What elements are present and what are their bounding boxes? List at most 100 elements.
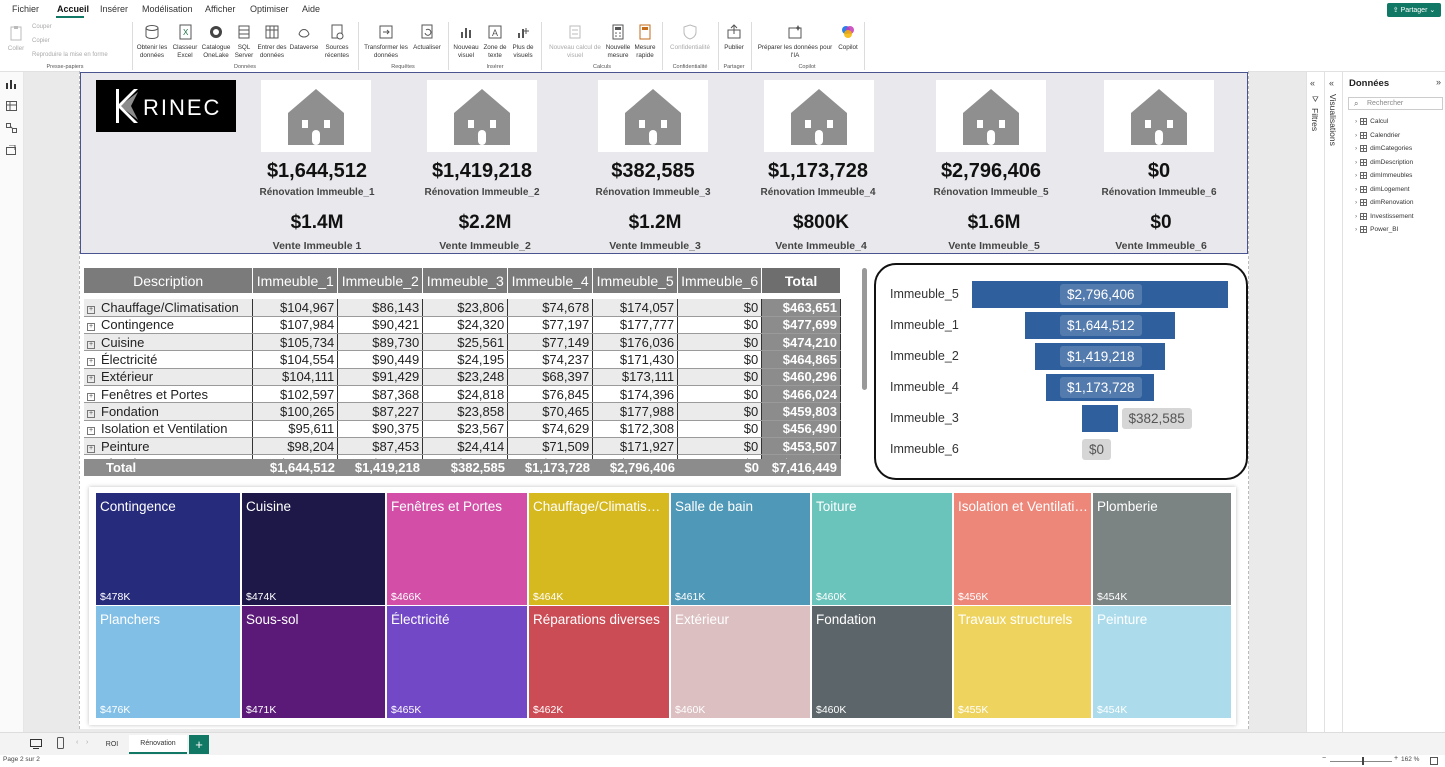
menu-aide[interactable]: Aide — [302, 4, 321, 14]
expand-row-icon[interactable]: + — [87, 444, 95, 453]
treemap-tile[interactable]: Fondation $460K — [812, 606, 952, 718]
new-visual-button[interactable]: Nouveau visuel — [451, 24, 481, 60]
menu-accueil[interactable]: Accueil — [57, 4, 90, 14]
report-view-icon[interactable] — [6, 79, 17, 89]
treemap-tile[interactable]: Électricité $465K — [387, 606, 527, 718]
menu-fichier[interactable]: Fichier — [12, 4, 40, 14]
treemap-tile[interactable]: Isolation et Ventilation $456K — [954, 493, 1091, 605]
scroll-left-icon[interactable]: ‹ — [76, 739, 79, 746]
expand-chevron-icon[interactable]: › — [1355, 199, 1358, 206]
cut-button[interactable]: Couper — [32, 24, 52, 30]
refresh-button[interactable]: Actualiser — [410, 24, 444, 52]
data-table-item[interactable]: › Calendrier — [1355, 131, 1400, 139]
treemap-tile[interactable]: Contingence $478K — [96, 493, 240, 605]
expand-row-icon[interactable]: + — [87, 323, 95, 332]
copy-button[interactable]: Copier — [32, 38, 50, 44]
matrix-scrollbar[interactable] — [862, 268, 867, 390]
treemap-tile[interactable]: Peinture $454K — [1093, 606, 1231, 718]
data-table-item[interactable]: › dimRenovation — [1355, 199, 1414, 206]
new-measure-button[interactable]: Nouvelle mesure — [603, 24, 633, 60]
funnel-bar[interactable] — [1082, 405, 1118, 432]
data-pane[interactable]: Données » ⌕ Rechercher › Calcul › Calendrie… — [1342, 72, 1445, 732]
expand-chevron-icon[interactable]: › — [1355, 172, 1358, 179]
menu-inserer[interactable]: Insérer — [100, 4, 129, 14]
table-row[interactable]: + Isolation et Ventilation $95,611 $90,375 $… — [84, 420, 841, 438]
prepare-data-ai-button[interactable]: Préparer les données pour l'IA — [754, 24, 836, 60]
data-table-item[interactable]: › dimLogement — [1355, 185, 1410, 193]
expand-chevron-icon[interactable]: › — [1355, 118, 1358, 125]
collapse-chevron-icon[interactable]: « — [1310, 78, 1316, 88]
table-row[interactable]: + Fenêtres et Portes $102,597 $87,368 $24,81… — [84, 385, 841, 404]
renovation-matrix[interactable]: Description Immeuble_1 Immeuble_2 Immeub… — [84, 268, 841, 476]
data-table-item[interactable]: › dimDescription — [1355, 158, 1413, 166]
table-row[interactable]: + Fondation $100,265 $87,227 $23,858 $70,465 $… — [84, 402, 841, 421]
expand-chevron-icon[interactable]: › — [1355, 185, 1358, 193]
table-row[interactable]: + Cuisine $105,734 $89,730 $25,561 $77,149 $17… — [84, 333, 841, 352]
excel-button[interactable]: X Classeur Excel — [170, 24, 200, 60]
table-view-icon[interactable] — [6, 101, 17, 111]
expand-row-icon[interactable]: + — [87, 340, 95, 349]
menu-optimiser[interactable]: Optimiser — [250, 4, 289, 14]
treemap-tile[interactable]: Sous-sol $471K — [242, 606, 385, 718]
expand-chevron-icon[interactable]: › — [1355, 158, 1358, 166]
table-row[interactable]: + Extérieur $104,111 $91,429 $23,248 $68,397 $… — [84, 368, 841, 386]
treemap-tile[interactable]: Travaux structurels $455K — [954, 606, 1091, 718]
menu-afficher[interactable]: Afficher — [205, 4, 236, 14]
data-search-input[interactable]: ⌕ Rechercher — [1348, 97, 1443, 110]
treemap-tile[interactable]: Toiture $460K — [812, 493, 952, 605]
enter-data-button[interactable]: Entrer des données — [255, 24, 289, 60]
expand-chevron-icon[interactable]: › — [1355, 212, 1358, 220]
zoom-level[interactable]: 162 % — [1401, 756, 1420, 763]
tab-renovation[interactable]: Rénovation — [129, 735, 187, 754]
filters-pane[interactable]: « ⛛ Filtres — [1306, 72, 1324, 732]
data-table-item[interactable]: › Calcul — [1355, 118, 1388, 125]
table-row[interactable]: + Contingence $107,984 $90,421 $24,320 $77,19… — [84, 316, 841, 335]
data-table-item[interactable]: › dimCategories — [1355, 145, 1412, 152]
fit-page-icon[interactable] — [1430, 757, 1438, 765]
visualizations-pane[interactable]: « Visualisations — [1324, 72, 1342, 732]
expand-chevron-icon[interactable]: » — [1436, 77, 1442, 87]
expand-row-icon[interactable]: + — [87, 305, 95, 314]
expand-row-icon[interactable]: + — [87, 427, 95, 436]
column-header-immeuble-3[interactable]: Immeuble_3 — [422, 268, 509, 293]
treemap-tile[interactable]: Salle de bain $461K — [671, 493, 810, 605]
model-view-icon[interactable] — [6, 123, 17, 133]
expand-chevron-icon[interactable]: › — [1355, 226, 1358, 233]
add-page-button[interactable]: + — [189, 735, 209, 754]
funnel-bar[interactable] — [1024, 312, 1176, 339]
column-header-immeuble-6[interactable]: Immeuble_6 — [677, 268, 763, 293]
table-row[interactable]: + Chauffage/Climatisation $104,967 $86,143 $… — [84, 299, 841, 317]
collapse-chevron-icon[interactable]: « — [1329, 78, 1335, 88]
sensitivity-button[interactable]: Confidentialité — [666, 24, 714, 52]
treemap-tile[interactable]: Planchers $476K — [96, 606, 240, 718]
new-visual-calc-button[interactable]: Nouveau calcul de visuel — [546, 24, 604, 60]
column-header-description[interactable]: Description — [84, 268, 254, 293]
expand-row-icon[interactable]: + — [87, 392, 95, 401]
treemap-tile[interactable]: Cuisine $474K — [242, 493, 385, 605]
column-header-immeuble-4[interactable]: Immeuble_4 — [507, 268, 594, 293]
mobile-layout-icon[interactable] — [57, 737, 64, 749]
menu-modelisation[interactable]: Modélisation — [142, 4, 193, 14]
publish-button[interactable]: Publier — [721, 24, 747, 52]
expand-row-icon[interactable]: + — [87, 375, 95, 384]
zoom-in-icon[interactable]: + — [1394, 755, 1399, 762]
copilot-button[interactable]: Copilot — [835, 24, 861, 52]
category-treemap[interactable]: Contingence $478K Cuisine $474K Fenêtres et … — [89, 487, 1236, 725]
treemap-tile[interactable]: Extérieur $460K — [671, 606, 810, 718]
expand-row-icon[interactable]: + — [87, 358, 95, 367]
data-table-item[interactable]: › dimImmeubles — [1355, 172, 1412, 179]
treemap-tile[interactable]: Fenêtres et Portes $466K — [387, 493, 527, 605]
treemap-tile[interactable]: Chauffage/Climatis… $464K — [529, 493, 669, 605]
get-data-button[interactable]: Obtenir les données — [134, 24, 170, 60]
dataverse-button[interactable]: Dataverse — [288, 24, 320, 52]
text-box-button[interactable]: A Zone de texte — [481, 24, 509, 60]
desktop-layout-icon[interactable] — [30, 739, 42, 749]
dax-query-view-icon[interactable] — [6, 145, 17, 155]
column-header-immeuble-1[interactable]: Immeuble_1 — [252, 268, 339, 293]
funnel-bar[interactable] — [1046, 374, 1154, 401]
funnel-bar[interactable] — [1035, 343, 1165, 370]
format-painter-button[interactable]: Reproduire la mise en forme — [32, 52, 108, 58]
quick-measure-button[interactable]: Mesure rapide — [632, 24, 658, 60]
column-header-immeuble-2[interactable]: Immeuble_2 — [337, 268, 424, 293]
treemap-tile[interactable]: Réparations diverses $462K — [529, 606, 669, 718]
